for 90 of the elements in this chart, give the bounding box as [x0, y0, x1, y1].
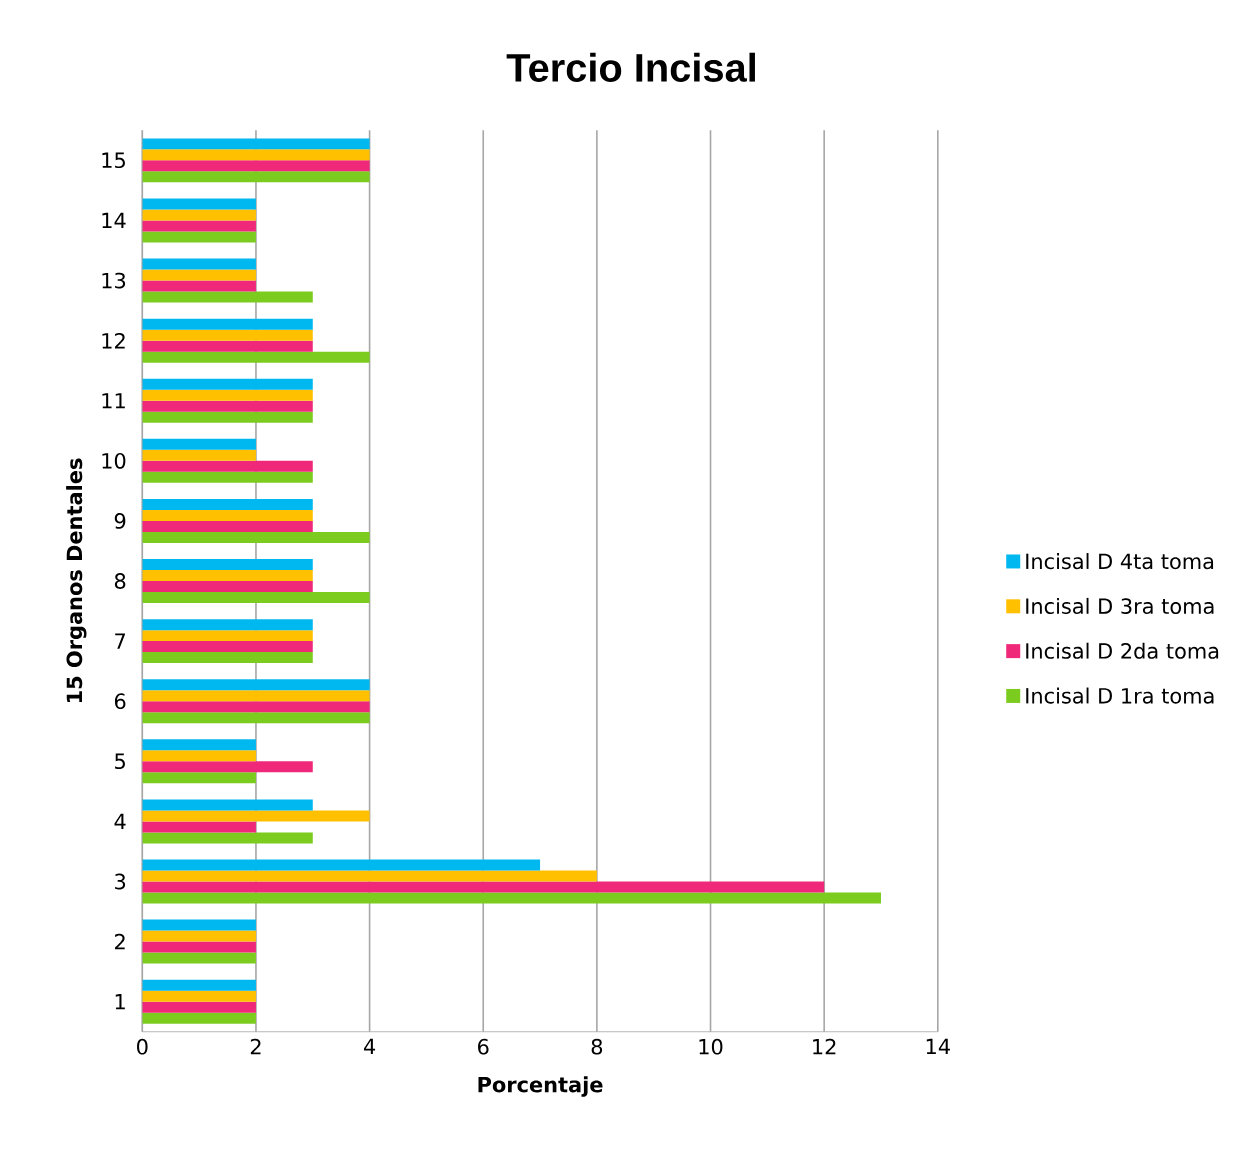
x-tick-label: 8 [591, 1038, 603, 1055]
bar [142, 581, 313, 593]
bar [142, 592, 370, 603]
bar [142, 881, 825, 893]
bar [142, 930, 256, 942]
bar [142, 400, 313, 412]
legend-label: Incisal D 1ra toma [1026, 687, 1214, 704]
bar [142, 652, 313, 664]
bar [142, 531, 370, 543]
y-tick-label: 6 [114, 693, 126, 710]
bar [142, 739, 256, 751]
bar [142, 870, 597, 882]
x-tick-label: 0 [137, 1038, 148, 1055]
x-tick-label: 6 [478, 1038, 489, 1055]
bar [142, 460, 313, 472]
bar [142, 149, 370, 161]
bar [142, 859, 541, 871]
y-tick-label: 10 [102, 452, 126, 469]
bar [142, 630, 313, 642]
bar [142, 990, 256, 1002]
bar [142, 1001, 256, 1013]
bar [142, 389, 313, 401]
x-tick-label: 4 [363, 1038, 376, 1054]
bar [142, 351, 370, 363]
bar [142, 160, 370, 172]
x-axis-title: Porcentaje [478, 1076, 603, 1097]
legend-label: Incisal D 2da toma [1026, 642, 1219, 659]
y-tick-label: 8 [114, 573, 126, 589]
bar [142, 701, 370, 713]
bar [142, 171, 370, 183]
y-tick-label: 15 [102, 152, 125, 169]
bar [142, 690, 370, 702]
y-tick-label: 9 [114, 513, 126, 529]
legend-label: Incisal D 4ta toma [1026, 553, 1214, 570]
bar [142, 799, 313, 811]
bar [142, 772, 256, 784]
bar [142, 411, 313, 423]
bar [142, 810, 370, 822]
bar [142, 952, 256, 964]
bar [142, 220, 256, 232]
bar [142, 679, 370, 691]
bar [142, 1012, 256, 1024]
y-axis-title: 15 Organos Dentales [66, 458, 87, 703]
y-tick-label: 2 [115, 933, 125, 950]
bar [142, 318, 313, 330]
bar [142, 509, 313, 521]
x-tick-label: 10 [699, 1038, 723, 1055]
bar [142, 821, 256, 833]
y-tick-label: 7 [115, 633, 125, 649]
y-tick-label: 3 [115, 873, 126, 890]
bar [142, 291, 313, 303]
bar [142, 258, 256, 270]
y-tick-label: 11 [102, 393, 125, 409]
x-tick-label: 2 [250, 1038, 261, 1055]
bar [142, 619, 313, 631]
bar [142, 520, 313, 532]
y-tick-label: 4 [114, 813, 126, 830]
bar [142, 280, 256, 292]
bar [142, 761, 313, 773]
bar [142, 919, 256, 931]
y-tick-label: 14 [102, 212, 126, 229]
bar [142, 449, 256, 461]
bar [142, 979, 256, 991]
bar [142, 559, 313, 571]
bar [142, 378, 313, 390]
bar [142, 340, 313, 352]
y-tick-label: 12 [102, 332, 125, 349]
y-tick-label: 13 [102, 272, 126, 289]
x-tick-label: 12 [813, 1038, 836, 1055]
legend-label: Incisal D 3ra toma [1026, 597, 1214, 615]
y-tick-label: 1 [115, 994, 125, 1010]
bar [142, 641, 313, 653]
bar [142, 498, 313, 510]
bar [142, 198, 256, 210]
bar [142, 750, 256, 762]
bar [142, 712, 370, 724]
y-tick-label: 5 [115, 753, 125, 770]
bar [142, 438, 256, 450]
chart-title: Tercio Incisal [506, 52, 755, 82]
bar [142, 570, 313, 582]
bar [142, 892, 881, 904]
bar [142, 832, 313, 844]
bar [142, 329, 313, 341]
bar [142, 941, 256, 953]
bar [142, 269, 256, 281]
bar [142, 231, 256, 243]
bar [142, 138, 370, 150]
bar [142, 209, 256, 221]
x-tick-label: 14 [926, 1038, 950, 1054]
bar [142, 471, 313, 483]
